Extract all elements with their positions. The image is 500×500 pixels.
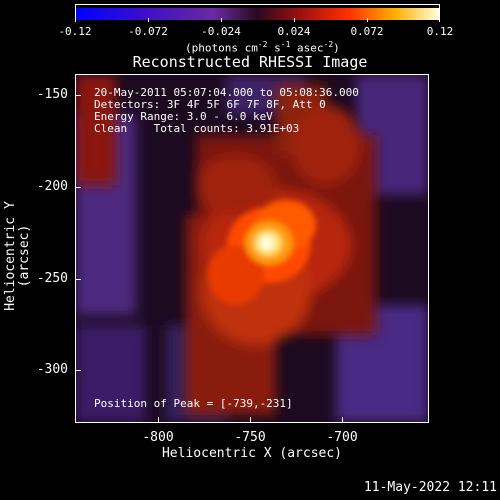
x-axis-label: Heliocentric X (arcsec): [161, 446, 342, 461]
y-tick-mark: [75, 370, 81, 371]
colorbar-tick-mark: [221, 18, 222, 22]
x-tick-mark: [250, 417, 251, 423]
x-tick-label: -700: [326, 430, 358, 445]
colorbar-tick-mark: [367, 18, 368, 22]
x-tick-mark: [158, 417, 159, 423]
colorbar-gradient: [76, 8, 439, 20]
timestamp: 11-May-2022 12:11: [363, 480, 497, 495]
y-tick-label: -200: [36, 179, 68, 194]
y-tick-mark: [75, 187, 81, 188]
plot-area: 20-May-2011 05:07:04.000 to 05:08:36.000…: [75, 74, 429, 423]
x-tick-label: -750: [234, 430, 266, 445]
colorbar-tick-mark: [75, 18, 76, 22]
annotation-clean-counts: Clean Total counts: 3.91E+03: [94, 122, 300, 135]
x-tick-mark: [342, 417, 343, 423]
colorbar-tick-label: -0.024: [201, 25, 241, 38]
y-tick-mark: [75, 279, 81, 280]
y-tick-label: -150: [36, 87, 68, 102]
colorbar-tick-mark: [439, 18, 440, 22]
colorbar-tick-label: 0.072: [350, 25, 384, 38]
annotation-energy-range: Energy Range: 3.0 - 6.0 keV: [94, 110, 273, 123]
annotation-time-range: 20-May-2011 05:07:04.000 to 05:08:36.000: [94, 86, 359, 99]
colorbar-tick-mark: [294, 18, 295, 22]
y-tick-mark: [75, 95, 81, 96]
y-axis-label: Heliocentric Y (arcsec): [3, 201, 32, 311]
colorbar-units: (photons cm-2 s-1 asec-2): [185, 40, 340, 55]
colorbar-tick-label: 0.12: [426, 25, 454, 38]
x-tick-label: -800: [142, 430, 174, 445]
colorbar-tick-mark: [148, 18, 149, 22]
colorbar: [75, 4, 440, 20]
solar-image: [76, 75, 428, 422]
y-tick-label: -250: [36, 271, 68, 286]
annotation-detectors: Detectors: 3F 4F 5F 6F 7F 8F, Att 0: [94, 98, 326, 111]
y-tick-label: -300: [36, 362, 68, 377]
plot-title: Reconstructed RHESSI Image: [132, 53, 368, 71]
colorbar-tick-label: -0.12: [58, 25, 92, 38]
annotation-peak-position: Position of Peak = [-739,-231]: [94, 397, 293, 410]
colorbar-tick-label: 0.024: [277, 25, 311, 38]
colorbar-tick-label: -0.072: [128, 25, 168, 38]
